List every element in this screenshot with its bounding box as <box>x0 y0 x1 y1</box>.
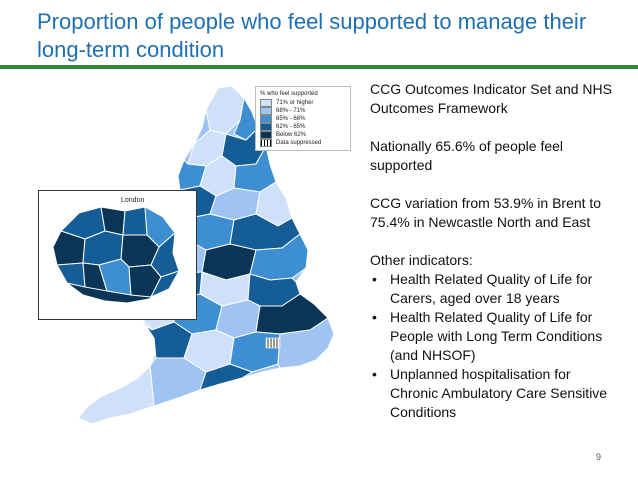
national-figure-text: Nationally 65.6% of people feel supporte… <box>370 138 564 173</box>
legend-swatch <box>260 131 272 139</box>
page-number: 9 <box>596 452 602 462</box>
info-panel: CCG Outcomes Indicator Set and NHS Outco… <box>370 80 620 422</box>
london-inset: London <box>38 190 197 320</box>
list-item: Health Related Quality of Life for Carer… <box>370 270 620 308</box>
legend-item: 65% - 68% <box>260 115 346 123</box>
legend-swatch <box>260 107 272 115</box>
legend-label: 68% - 71% <box>276 108 306 114</box>
legend-item: 71% or higher <box>260 99 346 107</box>
title-divider <box>0 65 638 69</box>
england-ccg-map <box>30 68 360 448</box>
legend-item: Below 62% <box>260 131 346 139</box>
legend-label: 65% - 68% <box>276 116 306 122</box>
england-map-shape <box>77 85 335 425</box>
inset-label: London <box>121 197 145 204</box>
legend-swatch <box>260 115 272 123</box>
legend-label: 62% - 65% <box>276 124 306 130</box>
other-indicators-heading: Other indicators: <box>370 252 473 268</box>
indicator-source-text: CCG Outcomes Indicator Set and NHS Outco… <box>370 81 612 116</box>
legend-label: 71% or higher <box>276 100 314 106</box>
list-item: Unplanned hospitalisation for Chronic Am… <box>370 365 620 422</box>
legend-item: 68% - 71% <box>260 107 346 115</box>
legend-swatch <box>260 123 272 131</box>
legend-item: Data suppressed <box>260 139 346 147</box>
legend-title: % who feel supported <box>260 91 318 97</box>
legend-item: 62% - 65% <box>260 123 346 131</box>
variation-text: CCG variation from 53.9% in Brent to 75.… <box>370 195 602 230</box>
other-indicators-list: Health Related Quality of Life for Carer… <box>370 270 620 422</box>
slide-title: Proportion of people who feel supported … <box>37 9 587 62</box>
legend-swatch <box>260 139 272 147</box>
map-legend: % who feel supported 71% or higher 68% -… <box>255 86 351 151</box>
legend-swatch <box>260 99 272 107</box>
legend-label: Data suppressed <box>276 140 322 146</box>
legend-label: Below 62% <box>276 132 307 138</box>
london-map-shape <box>52 206 181 304</box>
list-item: Health Related Quality of Life for Peopl… <box>370 308 620 365</box>
